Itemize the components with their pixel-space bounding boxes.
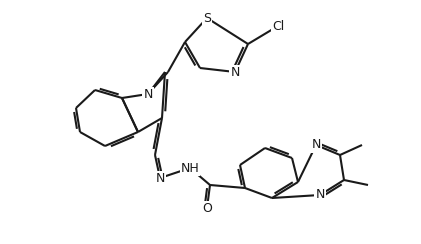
Text: N: N — [155, 172, 165, 184]
Text: O: O — [202, 202, 212, 214]
Text: NH: NH — [181, 162, 200, 174]
Text: N: N — [315, 189, 325, 202]
Text: N: N — [230, 65, 240, 79]
Text: N: N — [143, 88, 153, 101]
Text: Cl: Cl — [272, 20, 284, 32]
Text: S: S — [203, 11, 211, 24]
Text: N: N — [311, 139, 321, 152]
